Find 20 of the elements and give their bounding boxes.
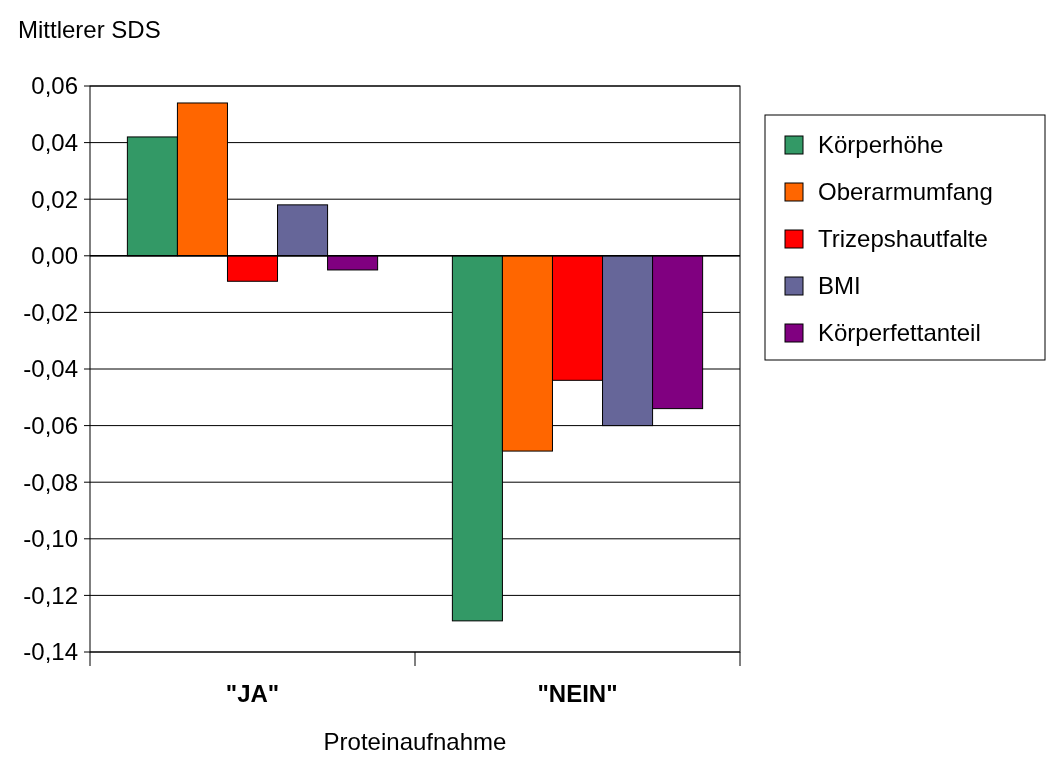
y-tick-label: -0,08 (23, 468, 78, 496)
y-tick-label: -0,06 (23, 412, 78, 439)
y-tick-label: 0,04 (31, 129, 78, 156)
y-tick-label: -0,14 (23, 638, 78, 666)
x-tick-label: "NEIN" (537, 680, 618, 707)
y-tick-label: -0,02 (23, 298, 78, 326)
y-tick-label: -0,12 (23, 581, 78, 609)
legend-label: BMI (818, 272, 861, 300)
y-tick-label: 0,06 (31, 72, 78, 100)
legend-label: Oberarmumfang (818, 178, 993, 206)
x-axis-title: Proteinaufnahme (323, 728, 507, 755)
x-tick-label: "JA" (225, 680, 280, 707)
y-tick-label: -0,10 (23, 525, 78, 553)
legend-label: Körperfettanteil (818, 319, 981, 347)
y-tick-label: -0,04 (23, 355, 78, 383)
y-tick-label: 0,00 (31, 242, 78, 270)
legend-label: Körperhöhe (818, 131, 944, 159)
legend-label: Trizepshautfalte (818, 225, 988, 253)
y-axis-title: Mittlerer SDS (18, 16, 161, 43)
y-tick-label: 0,02 (31, 185, 78, 213)
